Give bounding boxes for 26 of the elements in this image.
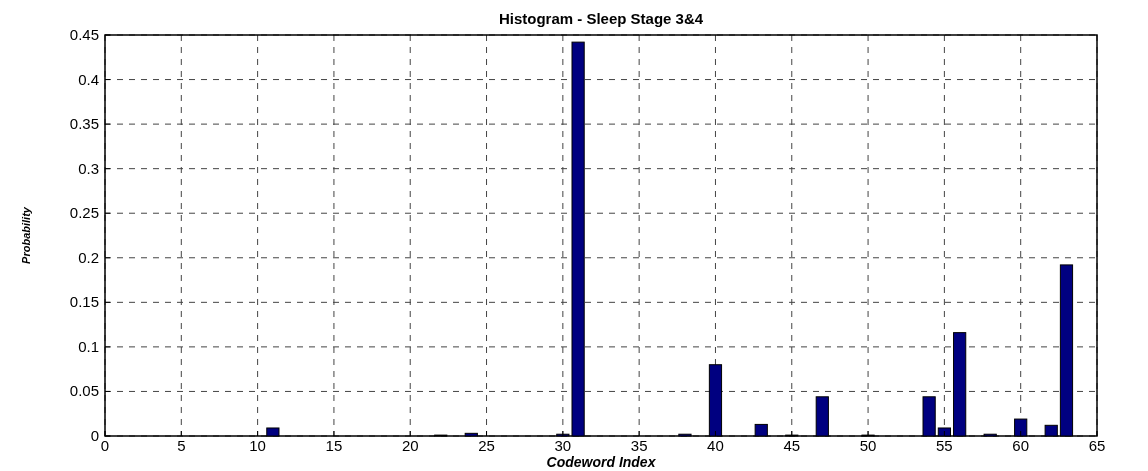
x-tick-label: 20 — [401, 437, 419, 454]
x-axis-title: Codeword Index — [546, 454, 657, 470]
y-tick-label: 0.05 — [69, 382, 99, 400]
x-tick-label: 0 — [100, 437, 110, 454]
x-tick-label: 5 — [177, 437, 186, 454]
y-axis-title: Probability — [20, 206, 32, 264]
x-tick-label: 40 — [707, 437, 724, 454]
y-tick-label: 0.2 — [78, 248, 99, 266]
x-tick-label: 50 — [859, 437, 877, 454]
x-tick-label: 30 — [554, 437, 572, 454]
y-tick-label: 0.35 — [69, 115, 99, 133]
y-tick-label: 0.3 — [78, 159, 99, 177]
y-tick-label: 0.25 — [69, 204, 99, 222]
x-tick-label: 15 — [325, 437, 343, 454]
y-tick-label: 0.4 — [78, 70, 99, 88]
chart-title: Histogram - Sleep Stage 3&4 — [498, 10, 704, 27]
y-tick-label: 0.1 — [78, 337, 99, 355]
x-tick-label: 25 — [478, 437, 495, 454]
x-tick-label: 35 — [630, 437, 648, 454]
y-tick-label: 0.15 — [69, 293, 99, 311]
x-tick-label: 65 — [1088, 437, 1106, 454]
x-tick-label: 55 — [936, 437, 953, 454]
x-tick-label: 45 — [783, 437, 801, 454]
y-tick-label: 0.45 — [69, 26, 99, 43]
x-tick-label: 60 — [1012, 437, 1030, 454]
x-tick-label: 10 — [249, 437, 266, 454]
